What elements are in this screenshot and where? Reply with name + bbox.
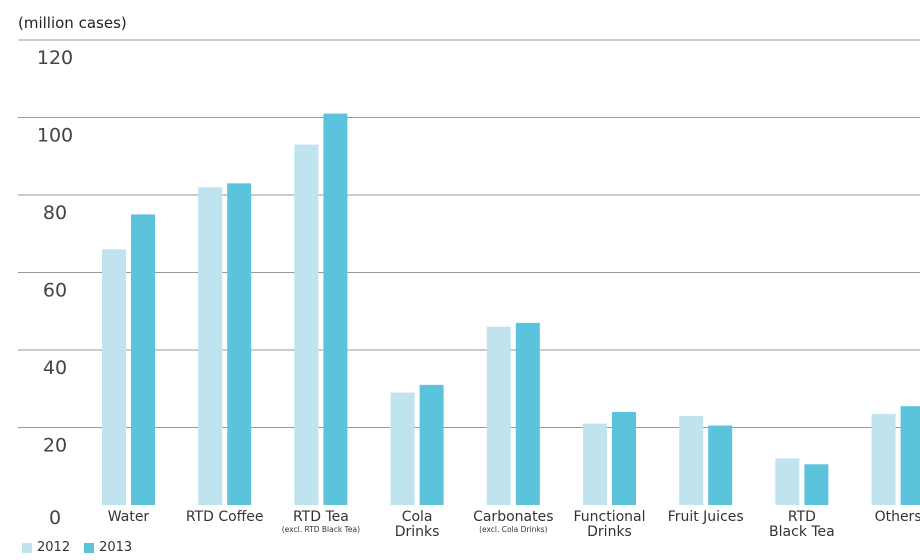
- x-tick-sublabel: (excl. Cola Drinks): [479, 525, 548, 534]
- legend-label-2013: 2013: [99, 540, 133, 555]
- bar-2012-1: [198, 187, 223, 505]
- bar-2013-8: [900, 406, 920, 505]
- bar-2012-7: [775, 458, 800, 505]
- bar-2013-1: [227, 183, 252, 505]
- legend-swatch-2012: [22, 542, 32, 553]
- bar-2013-7: [804, 464, 829, 505]
- legend-item-2012: 2012: [22, 540, 70, 555]
- bar-2012-3: [390, 392, 415, 505]
- legend-swatch-2013: [84, 542, 95, 553]
- y-tick-label: 0: [49, 507, 61, 529]
- bar-2013-2: [323, 113, 348, 505]
- legend: 2012 2013: [22, 540, 132, 555]
- gridlines: [18, 39, 920, 428]
- bar-2012-5: [583, 423, 607, 505]
- x-tick-label: Fruit Juices: [668, 509, 744, 525]
- y-tick-label: 120: [37, 47, 73, 69]
- unit-label: (million cases): [18, 14, 127, 32]
- x-tick-labels: Water RTD Coffee RTD Tea(excl. RTD Black T…: [108, 509, 920, 540]
- bar-2013-3: [419, 384, 444, 505]
- bar-2012-4: [486, 326, 511, 505]
- y-tick-label: 60: [43, 280, 67, 302]
- bar-2013-4: [515, 322, 540, 505]
- bar-2012-6: [679, 415, 704, 505]
- bars: [102, 113, 920, 505]
- bar-2012-2: [294, 144, 319, 505]
- x-tick-label: RTD Tea: [293, 509, 349, 525]
- bar-2013-0: [131, 214, 155, 505]
- x-tick-label: Functional Drinks: [573, 509, 645, 540]
- y-tick-label: 80: [43, 202, 67, 224]
- x-tick-label: Others: [875, 509, 920, 525]
- x-tick-label: RTD Coffee: [186, 509, 264, 525]
- x-tick-label: RTD Black Tea: [769, 509, 835, 540]
- x-tick-label: Cola Drinks: [395, 509, 440, 540]
- y-tick-labels: 0 20 40 60 80 100 120: [37, 47, 73, 529]
- bar-2013-5: [612, 412, 636, 505]
- y-tick-label: 100: [37, 125, 73, 147]
- bar-2013-6: [708, 425, 733, 505]
- bar-2012-8: [871, 413, 896, 505]
- y-tick-label: 20: [43, 435, 67, 457]
- x-tick-sublabel: (excl. RTD Black Tea): [282, 525, 360, 534]
- x-tick-label: Water: [108, 509, 150, 525]
- legend-item-2013: 2013: [84, 540, 132, 555]
- bar-2012-0: [102, 249, 126, 505]
- x-tick-label: Carbonates: [473, 509, 553, 525]
- legend-label-2012: 2012: [37, 540, 71, 555]
- y-tick-label: 40: [43, 357, 67, 379]
